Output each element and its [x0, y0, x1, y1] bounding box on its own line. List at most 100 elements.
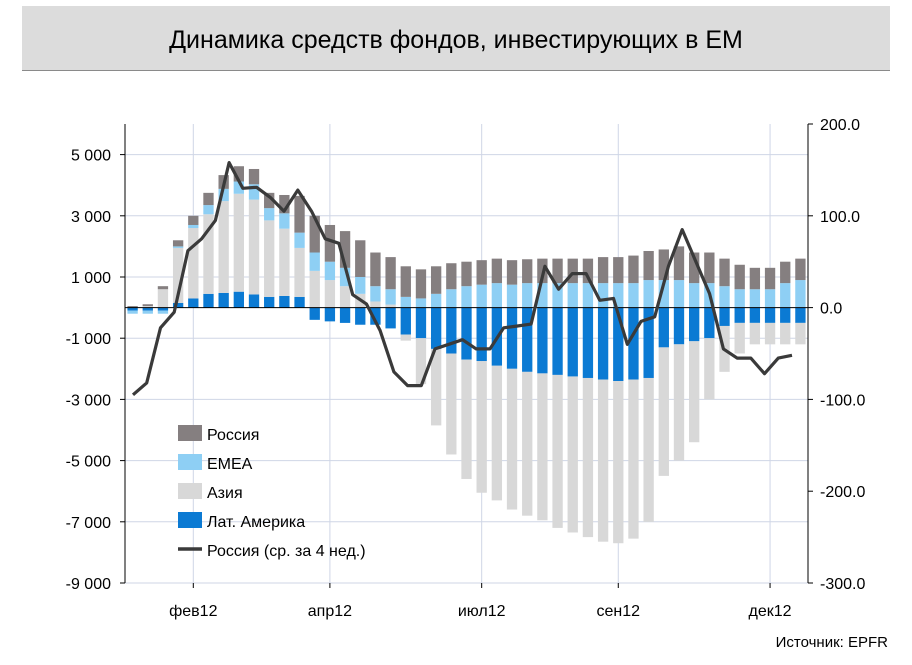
- bar-segment: [597, 257, 609, 284]
- bar-segment: [582, 307, 594, 378]
- bar-segment: [142, 306, 153, 308]
- bar-segment: [734, 289, 745, 308]
- bar-segment: [628, 307, 639, 380]
- bar-segment: [506, 368, 518, 510]
- bar-segment: [795, 307, 806, 323]
- bar-segment: [157, 289, 169, 308]
- bar-segment: [339, 307, 351, 323]
- bar-segment: [172, 246, 184, 248]
- bar-segment: [188, 224, 199, 229]
- bar-segment: [764, 322, 776, 345]
- bar-segment: [264, 208, 275, 221]
- bar-segment: [294, 296, 305, 308]
- bar-segment: [795, 258, 806, 281]
- bar-segment: [294, 247, 305, 297]
- bar-segment: [506, 260, 518, 285]
- bar-segment: [476, 260, 487, 285]
- bar-segment: [233, 193, 244, 292]
- bar-segment: [446, 263, 457, 290]
- bar-segment: [446, 307, 457, 354]
- bar-segment: [294, 195, 305, 233]
- legend-label: ЕМЕА: [207, 456, 253, 473]
- bar-segment: [658, 307, 669, 348]
- bar-segment: [370, 252, 381, 287]
- bar-segment: [780, 283, 791, 308]
- bar-segment: [415, 307, 427, 339]
- y-right-tick-label: 100.0: [820, 209, 860, 226]
- x-tick-label: дек12: [749, 603, 792, 620]
- bar-segment: [491, 258, 503, 284]
- bar-segment: [142, 304, 153, 307]
- bar-segment: [597, 307, 609, 380]
- bar-segment: [613, 257, 624, 284]
- y-right-tick-label: -100.0: [820, 392, 865, 409]
- russia-4wk-line: [131, 161, 793, 397]
- bar-segment: [324, 280, 336, 308]
- bar-segment: [749, 267, 761, 290]
- bar-segment: [385, 304, 396, 308]
- bar-segment: [658, 347, 669, 476]
- bar-segment: [188, 298, 199, 308]
- bar-segment: [764, 307, 776, 323]
- bar-segment: [279, 213, 290, 229]
- bar-segment: [522, 259, 533, 284]
- bar-segment: [203, 205, 214, 215]
- bar-segment: [127, 310, 138, 314]
- bar-segment: [446, 289, 457, 308]
- russia-line-path: [131, 161, 793, 397]
- bar-segment: [370, 307, 381, 325]
- bar-segment: [628, 379, 639, 539]
- bar-segment: [567, 307, 578, 377]
- bar-segment: [248, 199, 260, 295]
- bar-segment: [613, 307, 624, 382]
- bar-segment: [673, 280, 685, 308]
- bar-segment: [157, 310, 169, 314]
- bar-segment: [643, 377, 654, 522]
- y-right-tick-label: 200.0: [820, 117, 860, 134]
- bar-segment: [552, 307, 563, 375]
- y-left-tick-label: -5 000: [66, 454, 111, 471]
- bar-segment: [643, 280, 654, 308]
- bar-segment: [719, 307, 730, 326]
- bar-segment: [430, 293, 442, 308]
- bar-segment: [279, 228, 290, 296]
- bar-segment: [597, 283, 609, 308]
- legend-label: Россия (ср. за 4 нед.): [207, 543, 366, 560]
- x-tick-label: апр12: [308, 603, 352, 620]
- bar-segment: [400, 296, 411, 308]
- bar-segment: [628, 255, 639, 284]
- bar-segment: [279, 295, 290, 308]
- bar-segment: [643, 250, 654, 281]
- bar-segment: [415, 298, 427, 308]
- bar-segment: [689, 252, 700, 284]
- bar-segment: [597, 379, 609, 542]
- bar-segment: [734, 322, 745, 354]
- bar-segment: [446, 353, 457, 455]
- bar-segment: [461, 359, 472, 479]
- bar-segment: [264, 220, 275, 297]
- bar-segment: [689, 341, 700, 443]
- bar-segment: [157, 286, 169, 290]
- bar-segment: [689, 283, 700, 308]
- bar-segment: [749, 289, 761, 308]
- bar-segment: [719, 258, 730, 287]
- bar-segment: [506, 284, 518, 308]
- bar-segment: [157, 307, 169, 311]
- bar-segment: [764, 289, 776, 308]
- legend-swatch: [178, 425, 202, 441]
- bar-segment: [309, 215, 320, 253]
- bar-segment: [324, 307, 336, 322]
- bar-segment: [491, 283, 503, 308]
- bar-segment: [749, 322, 761, 345]
- bar-segment: [324, 224, 336, 262]
- bar-segment: [188, 215, 199, 225]
- bar-segment: [339, 231, 351, 268]
- bar-segment: [385, 307, 396, 329]
- bar-segment: [780, 307, 791, 323]
- bar-segment: [309, 307, 320, 320]
- bar-segment: [233, 166, 244, 182]
- bar-segment: [734, 307, 745, 323]
- bar-segment: [233, 181, 244, 194]
- bar-segment: [233, 291, 244, 308]
- bar-segment: [476, 284, 487, 308]
